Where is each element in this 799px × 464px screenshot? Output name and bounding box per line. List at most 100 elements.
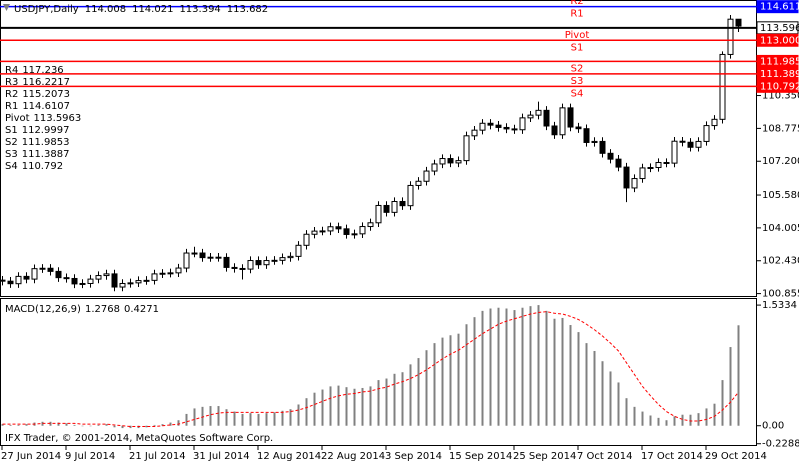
pivot-table-name: R3: [5, 77, 18, 88]
candle-body: [567, 107, 574, 128]
candle-body: [159, 272, 166, 275]
candle-body: [63, 277, 70, 280]
candle-body: [79, 282, 86, 285]
macd-panel-frame: [0, 298, 757, 446]
macd-bar: [497, 307, 500, 426]
candle-body: [215, 256, 222, 259]
candle-body: [287, 255, 294, 259]
candle-body: [375, 204, 382, 224]
candle-body: [423, 170, 430, 182]
candle-body: [327, 226, 334, 232]
macd-bar: [369, 386, 372, 426]
candle-body: [631, 178, 638, 189]
macd-bar: [161, 424, 164, 426]
y-tick-label: 100.855: [762, 289, 799, 300]
pivot-table-row: R3 116.2217: [5, 77, 70, 88]
candle-body: [471, 129, 478, 137]
candle-body: [135, 280, 142, 284]
pivot-table-value: 111.9853: [22, 137, 70, 148]
pivot-table-row: R4 117.236: [5, 65, 64, 76]
macd-bar: [513, 310, 516, 426]
candle-body: [71, 277, 78, 285]
pivot-table-value: 111.3887: [22, 149, 70, 160]
candle-body: [223, 256, 230, 268]
pivot-table-value: 112.9997: [22, 125, 70, 136]
macd-bar: [649, 415, 652, 426]
candle-body: [111, 273, 118, 288]
candle-body: [359, 226, 366, 235]
pivot-table-name: R2: [5, 89, 18, 100]
macd-bar: [705, 408, 708, 426]
macd-bar: [577, 332, 580, 426]
macd-bar: [145, 425, 148, 428]
pivot-table-name: S4: [5, 161, 18, 172]
macd-bar: [673, 416, 676, 426]
price-label-box: [756, 0, 799, 14]
macd-bar: [353, 388, 356, 426]
price-label: 111.389: [760, 69, 799, 80]
macd-bar: [385, 378, 388, 426]
macd-bar: [681, 414, 684, 426]
candle-body: [39, 267, 46, 270]
macd-bar: [713, 403, 716, 426]
macd-bar: [281, 410, 284, 426]
candle-body: [239, 267, 246, 270]
macd-bar: [553, 318, 556, 426]
macd-bar: [113, 425, 116, 428]
price-label: 110.792: [760, 81, 799, 92]
macd-bar: [625, 398, 628, 426]
macd-bar: [153, 424, 156, 426]
chart-title: USDJPY,Daily: [14, 4, 79, 15]
candle-body: [559, 107, 566, 136]
candle-body: [551, 125, 558, 136]
pivot-table-name: S1: [5, 125, 18, 136]
macd-bar: [433, 343, 436, 426]
candle-body: [279, 257, 286, 261]
y-tick-label: 0.00: [762, 421, 784, 432]
pivot-line-name: Pivot: [565, 30, 590, 41]
y-tick-label: 105.580: [762, 190, 799, 201]
candle-body: [199, 252, 206, 259]
candle-body: [55, 270, 62, 279]
candle-body: [175, 267, 182, 274]
x-tick-label: 22 Aug 2014: [321, 451, 385, 462]
signal-line: [2, 311, 739, 428]
macd-bar: [321, 389, 324, 426]
macd-bar: [401, 372, 404, 426]
macd-bar: [129, 425, 132, 429]
x-tick-label: 25 Sep 2014: [513, 451, 576, 462]
candle-body: [663, 161, 670, 164]
macd-bar: [601, 361, 604, 426]
macd-bar: [249, 413, 252, 426]
pivot-table-row: S1 112.9997: [5, 125, 69, 136]
price-label: 113.596: [760, 23, 799, 34]
candle-body: [95, 275, 102, 280]
candle-body: [615, 158, 622, 168]
macd-bar: [241, 413, 244, 426]
candle-body: [295, 244, 302, 257]
macd-bar: [697, 413, 700, 426]
candle-body: [399, 201, 406, 207]
candle-body: [183, 252, 190, 269]
macd-bar: [89, 425, 92, 427]
candle-body: [583, 128, 590, 143]
pivot-table-row: R2 115.2073: [5, 89, 70, 100]
macd-bar: [185, 413, 188, 426]
header-open: 114.008: [85, 4, 126, 15]
macd-bar: [425, 350, 428, 426]
pivot-table-name: Pivot: [5, 113, 30, 124]
candle-body: [319, 230, 326, 233]
candle-body: [703, 125, 710, 142]
macd-bar: [489, 308, 492, 426]
macd-bar: [1, 424, 4, 426]
candle-body: [623, 166, 630, 189]
candle-body: [103, 273, 110, 277]
candle-body: [47, 267, 54, 272]
x-tick-label: 9 Jul 2014: [65, 451, 115, 462]
candle-body: [207, 256, 214, 259]
candle-body: [727, 18, 734, 55]
price-label-box: [756, 79, 799, 93]
